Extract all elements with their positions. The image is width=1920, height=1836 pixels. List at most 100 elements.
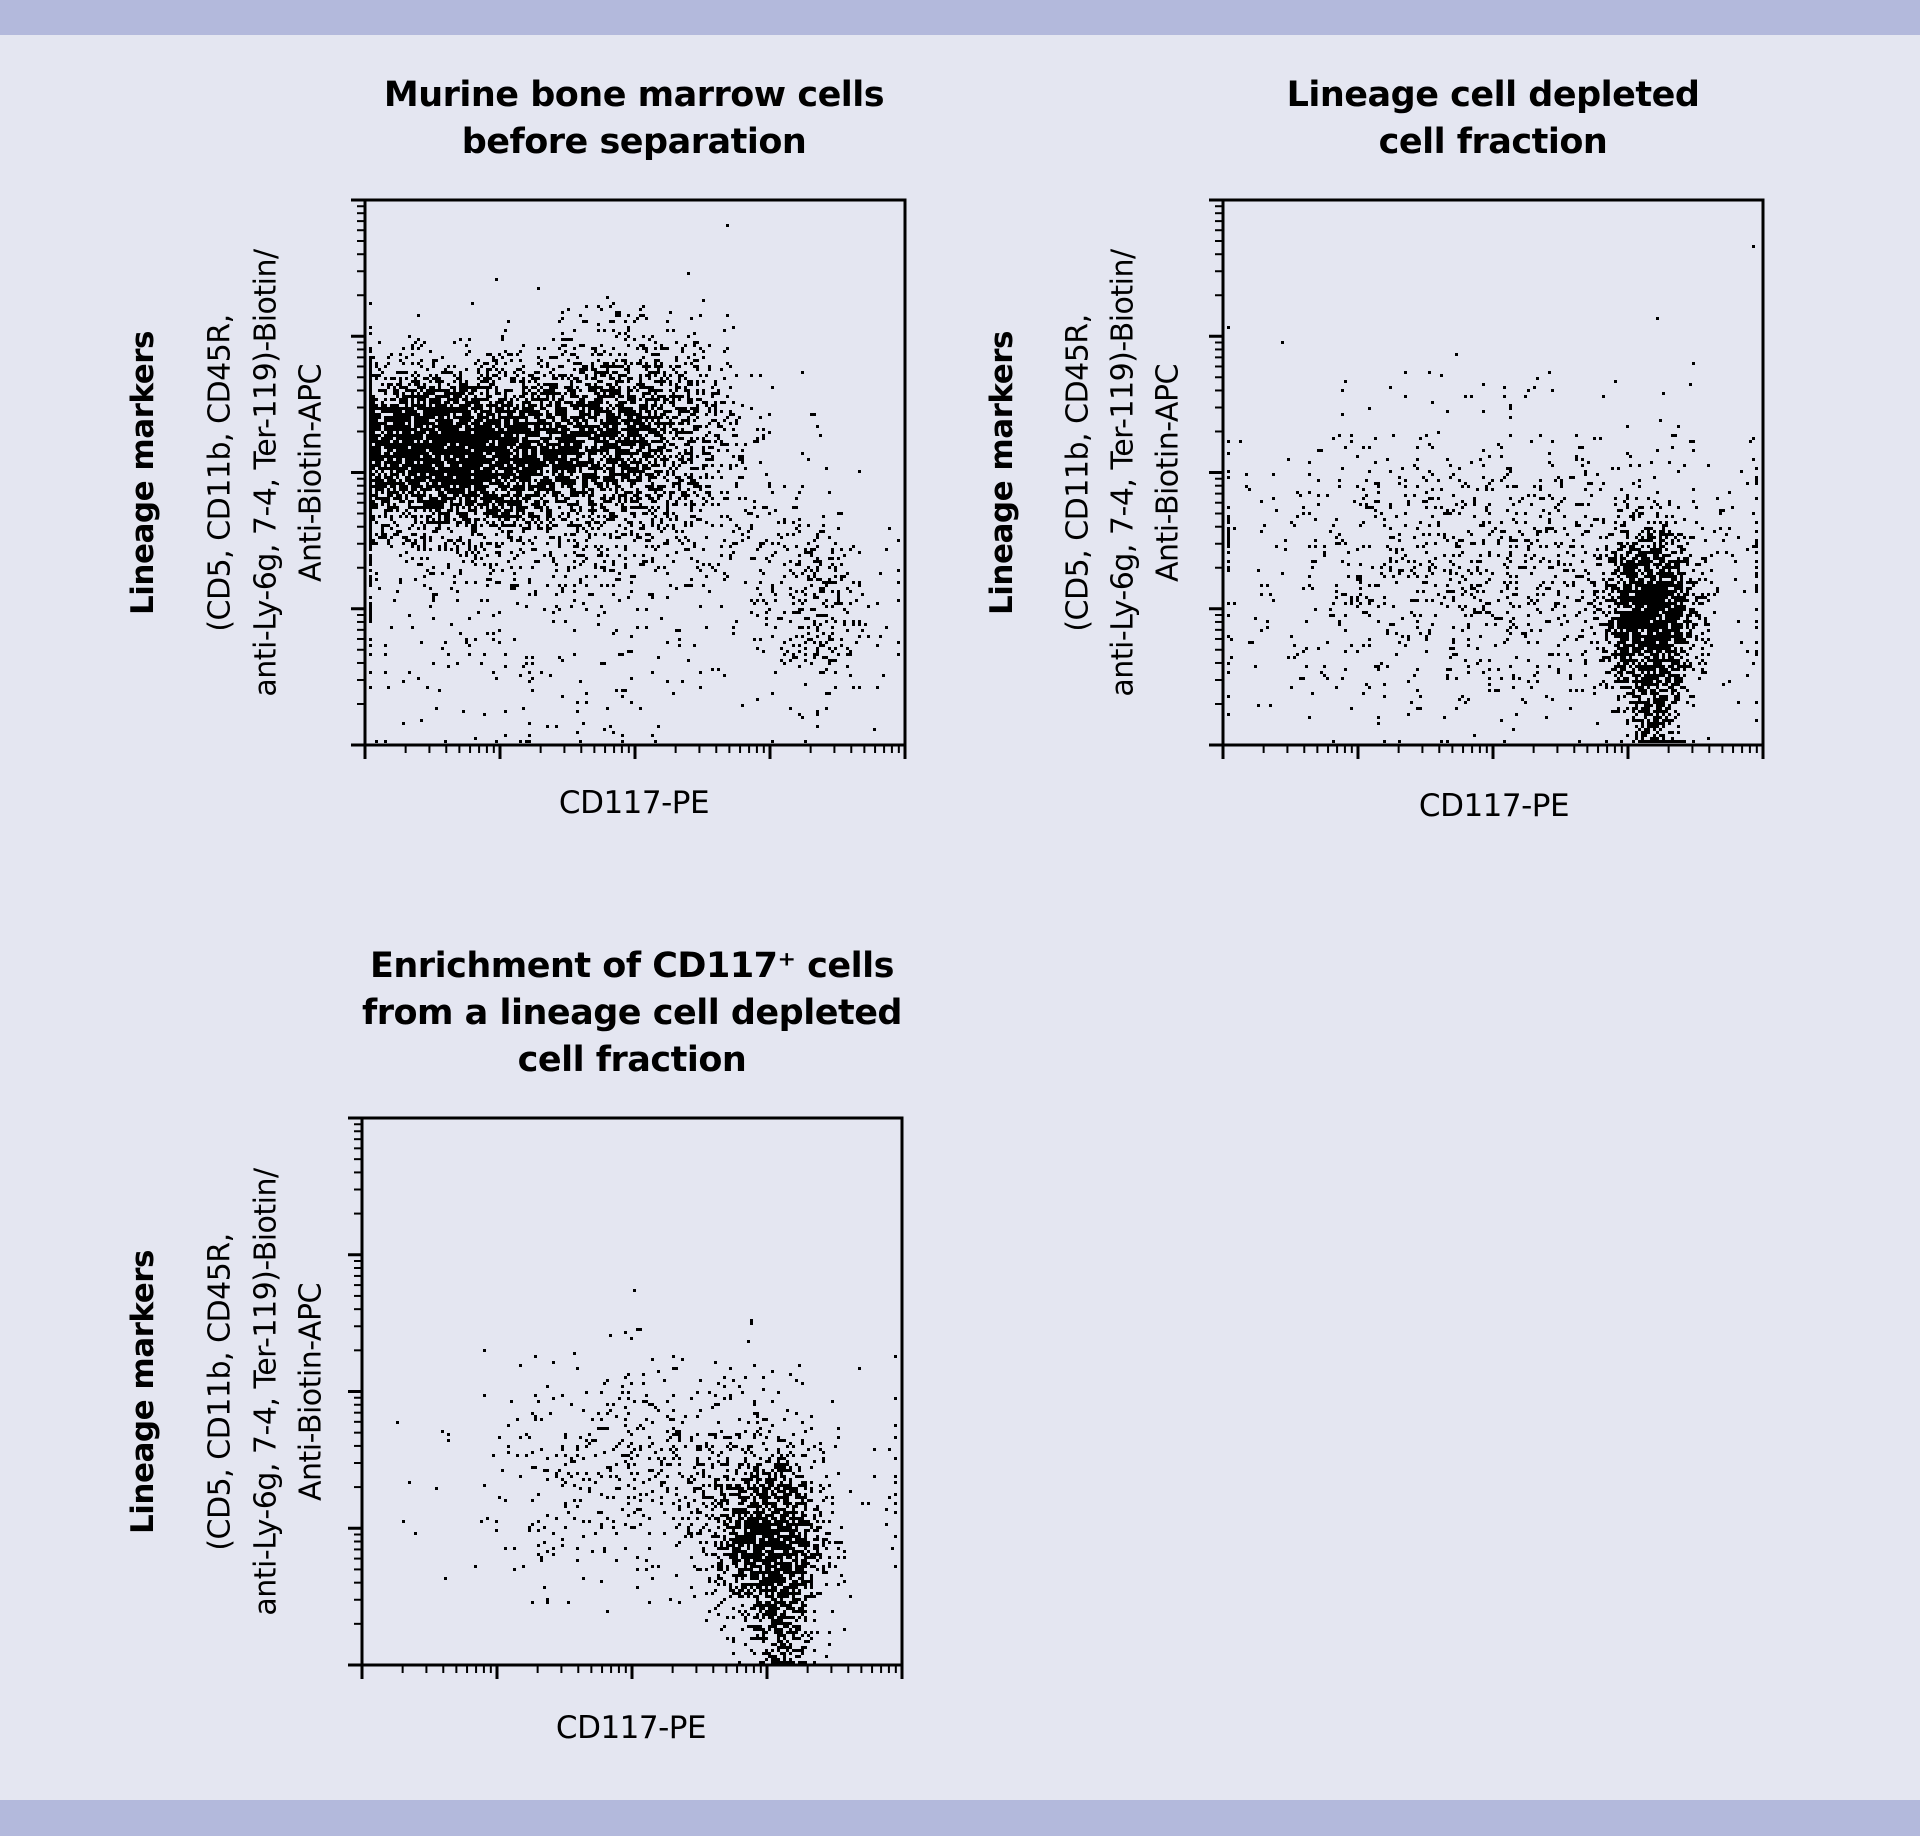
event-point xyxy=(468,497,471,500)
event-point xyxy=(417,464,420,467)
event-point xyxy=(627,335,630,338)
event-point xyxy=(507,494,510,497)
event-point xyxy=(465,344,468,347)
event-point xyxy=(429,479,432,482)
event-point xyxy=(408,464,411,467)
event-point xyxy=(459,425,462,428)
event-point xyxy=(408,455,411,458)
event-point xyxy=(576,404,579,407)
event-point xyxy=(522,449,525,452)
event-point xyxy=(372,464,375,467)
event-point xyxy=(459,395,462,398)
event-point xyxy=(432,422,435,425)
event-point xyxy=(423,467,426,470)
event-point xyxy=(501,443,504,446)
event-point xyxy=(564,479,567,482)
event-point xyxy=(432,440,435,443)
event-point xyxy=(471,560,474,563)
event-point xyxy=(561,449,564,452)
event-point xyxy=(489,353,492,356)
event-point xyxy=(612,392,615,395)
event-point xyxy=(471,494,474,497)
event-point xyxy=(402,482,405,485)
event-point xyxy=(453,488,456,491)
event-point xyxy=(453,380,456,383)
event-point xyxy=(441,437,444,440)
event-point xyxy=(414,470,417,473)
event-point xyxy=(552,467,555,470)
event-point xyxy=(444,371,447,374)
event-point xyxy=(564,416,567,419)
event-point xyxy=(426,557,429,560)
event-point xyxy=(459,500,462,503)
event-point xyxy=(504,362,507,365)
event-point xyxy=(513,458,516,461)
event-point xyxy=(525,521,528,524)
event-point xyxy=(435,461,438,464)
event-point xyxy=(438,395,441,398)
event-point xyxy=(405,488,408,491)
event-point xyxy=(579,401,582,404)
event-point xyxy=(546,488,549,491)
event-point xyxy=(477,416,480,419)
event-point xyxy=(405,446,408,449)
event-point xyxy=(651,428,654,431)
event-point xyxy=(651,506,654,509)
event-point xyxy=(471,452,474,455)
event-point xyxy=(483,488,486,491)
event-point xyxy=(561,494,564,497)
event-point xyxy=(474,464,477,467)
event-point xyxy=(429,515,432,518)
event-point xyxy=(441,446,444,449)
event-point xyxy=(519,491,522,494)
event-point xyxy=(417,437,420,440)
event-point xyxy=(546,458,549,461)
event-point xyxy=(426,368,429,371)
event-point xyxy=(414,422,417,425)
event-point xyxy=(429,485,432,488)
event-point xyxy=(420,425,423,428)
event-point xyxy=(450,539,453,542)
event-point xyxy=(441,395,444,398)
event-point xyxy=(444,467,447,470)
event-point xyxy=(435,389,438,392)
event-point xyxy=(495,470,498,473)
event-point xyxy=(507,353,510,356)
event-point xyxy=(510,401,513,404)
event-point xyxy=(435,398,438,401)
event-point xyxy=(426,422,429,425)
event-point xyxy=(498,467,501,470)
event-point xyxy=(423,509,426,512)
event-point xyxy=(558,536,561,539)
event-point xyxy=(474,548,477,551)
event-point xyxy=(420,536,423,539)
event-point xyxy=(447,470,450,473)
event-point xyxy=(600,506,603,509)
event-point xyxy=(453,461,456,464)
event-point xyxy=(549,383,552,386)
event-point xyxy=(492,455,495,458)
event-point xyxy=(459,443,462,446)
event-point xyxy=(501,446,504,449)
event-point xyxy=(480,557,483,560)
event-point xyxy=(555,452,558,455)
event-point xyxy=(474,506,477,509)
event-point xyxy=(369,404,372,407)
event-point xyxy=(522,452,525,455)
event-point xyxy=(399,461,402,464)
event-point xyxy=(552,428,555,431)
event-point xyxy=(609,422,612,425)
event-point xyxy=(552,536,555,539)
event-point xyxy=(480,452,483,455)
event-point xyxy=(429,446,432,449)
event-point xyxy=(459,482,462,485)
event-point xyxy=(495,542,498,545)
event-point xyxy=(489,512,492,515)
event-point xyxy=(516,506,519,509)
event-point xyxy=(369,548,372,551)
event-point xyxy=(510,503,513,506)
event-point xyxy=(369,392,372,395)
event-point xyxy=(486,578,489,581)
event-point xyxy=(504,443,507,446)
event-point xyxy=(441,404,444,407)
